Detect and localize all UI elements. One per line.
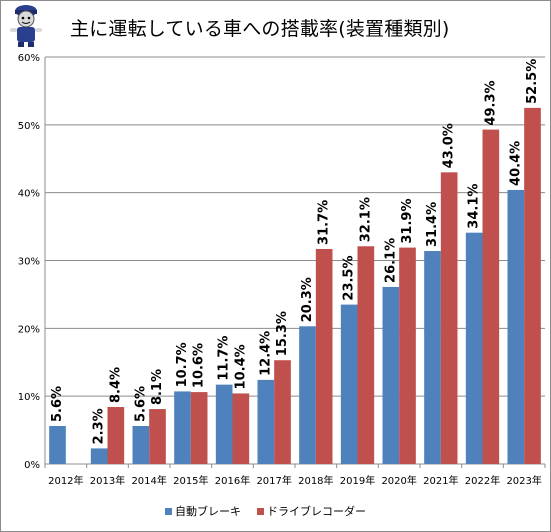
bar: [149, 409, 166, 464]
data-label: 15.3%: [275, 311, 290, 356]
legend-label: ドライブレコーダー: [267, 505, 366, 518]
bar: [257, 379, 275, 464]
data-label: 49.3%: [483, 80, 498, 125]
x-tick-label: 2017年: [256, 474, 291, 487]
x-tick-label: 2019年: [340, 474, 375, 487]
data-label: 43.0%: [442, 123, 457, 168]
x-tick-label: 2015年: [173, 474, 208, 487]
bar: [524, 107, 541, 464]
data-label: 20.3%: [300, 277, 315, 322]
legend-swatch: [257, 507, 264, 515]
y-tick-label: 20%: [18, 324, 40, 335]
bar: [215, 384, 233, 464]
bar: [132, 426, 150, 464]
bar: [482, 129, 500, 464]
bar: [315, 248, 333, 464]
data-label: 10.7%: [175, 342, 190, 387]
y-tick-label: 30%: [18, 257, 40, 268]
y-tick-label: 40%: [18, 189, 40, 200]
data-label: 23.5%: [342, 255, 357, 300]
data-label: 31.9%: [400, 199, 415, 244]
bar: [357, 246, 375, 464]
mascot-character-icon: [10, 5, 42, 47]
data-label: 32.1%: [358, 197, 373, 242]
data-label: 8.4%: [108, 367, 123, 403]
legend-label: 自動ブレーキ: [175, 505, 241, 518]
bar: [174, 391, 191, 464]
legend-swatch: [165, 507, 172, 515]
bar: [274, 360, 291, 464]
bar: [399, 247, 416, 464]
x-tick-label: 2022年: [465, 474, 500, 487]
x-tick-label: 2018年: [298, 474, 333, 487]
data-label: 34.1%: [467, 184, 482, 229]
y-tick-label: 10%: [18, 392, 40, 403]
y-tick-label: 50%: [18, 121, 40, 132]
bar: [299, 326, 316, 464]
data-label: 52.5%: [525, 59, 540, 104]
bar: [190, 392, 208, 464]
data-label: 10.4%: [233, 344, 248, 389]
data-label: 40.4%: [508, 141, 523, 186]
x-tick-label: 2020年: [381, 474, 416, 487]
legend-item-drive-recorder: ドライブレコーダー: [257, 503, 366, 519]
x-tick-label: 2013年: [90, 474, 125, 487]
data-label: 12.4%: [258, 331, 273, 376]
bar: [90, 448, 108, 464]
bar: [465, 232, 483, 464]
bar: [232, 393, 250, 464]
legend-item-auto-brake: 自動ブレーキ: [165, 503, 241, 519]
bar: [507, 189, 525, 464]
data-label: 5.6%: [133, 386, 148, 422]
bar: [440, 172, 458, 465]
data-label: 31.7%: [317, 200, 332, 245]
bar: [107, 407, 125, 464]
data-label: 31.4%: [425, 202, 440, 247]
data-label: 5.6%: [50, 386, 65, 422]
y-tick-label: 0%: [24, 460, 40, 471]
bar: [49, 426, 66, 464]
data-label: 8.1%: [150, 369, 165, 405]
data-label: 2.3%: [92, 408, 107, 444]
bar: [424, 251, 441, 464]
bar: [340, 304, 358, 464]
x-tick-label: 2012年: [48, 474, 83, 487]
x-tick-label: 2016年: [215, 474, 250, 487]
y-tick-label: 60%: [18, 53, 40, 64]
chart-title: 主に運転している車への搭載率(装置種類別): [70, 18, 450, 40]
bar: [382, 286, 400, 464]
legend: 自動ブレーキ ドライブレコーダー: [165, 503, 366, 519]
x-tick-label: 2023年: [506, 474, 541, 487]
x-tick-label: 2021年: [423, 474, 458, 487]
x-tick-label: 2014年: [131, 474, 166, 487]
data-label: 10.6%: [192, 343, 207, 388]
data-label: 11.7%: [217, 336, 232, 381]
data-label: 26.1%: [383, 238, 398, 283]
